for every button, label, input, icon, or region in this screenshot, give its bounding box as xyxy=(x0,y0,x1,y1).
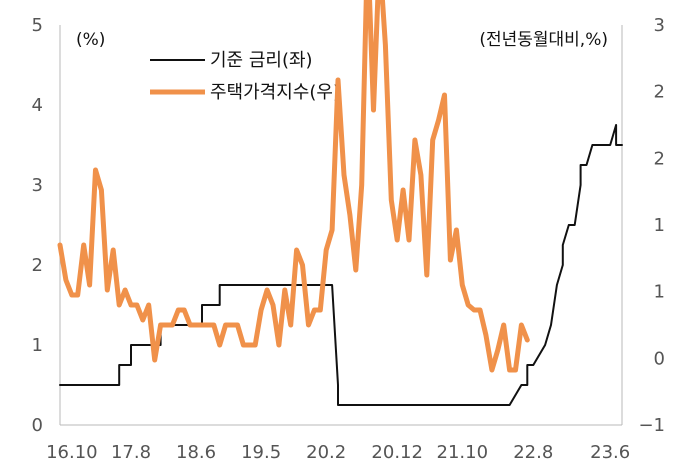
right-axis-tick-label: 2 xyxy=(654,82,665,103)
right-axis-tick-label: 2 xyxy=(654,148,665,169)
x-axis-tick-label: 23.6 xyxy=(590,442,630,463)
x-axis-tick-label: 16.10 xyxy=(46,442,98,463)
left-axis-tick-label: 0 xyxy=(32,415,43,436)
x-axis-ticks: 16.10 17.8 18.6 19.5 20.2 20.12 21.10 22.8 23.6 xyxy=(46,442,630,463)
left-axis-ticks: 0 1 2 3 4 5 xyxy=(32,15,43,436)
legend: 기준 금리(좌) 주택가격지수(우) xyxy=(150,50,340,103)
right-axis-unit: (전년동월대비,%) xyxy=(479,30,608,50)
right-axis-tick-label: 1 xyxy=(654,215,665,236)
right-axis-tick-label: 3 xyxy=(654,15,665,36)
legend-label-house-price: 주택가격지수(우) xyxy=(210,82,340,103)
legend-label-base-rate: 기준 금리(좌) xyxy=(210,50,313,71)
series-line-house-price xyxy=(57,0,530,373)
right-axis-tick-label: 1 xyxy=(654,282,665,303)
left-axis-tick-label: 4 xyxy=(32,95,43,116)
x-axis-tick-label: 19.5 xyxy=(241,442,281,463)
x-axis-tick-label: 22.8 xyxy=(513,442,553,463)
series-layer xyxy=(57,0,623,406)
x-axis-tick-label: 17.8 xyxy=(111,442,151,463)
right-axis-tick-label: 0 xyxy=(654,348,665,369)
left-axis-tick-label: 3 xyxy=(32,175,43,196)
left-axis-unit: (%) xyxy=(76,30,105,50)
axes xyxy=(59,25,623,426)
left-axis-tick-label: 5 xyxy=(32,15,43,36)
x-axis-tick-label: 18.6 xyxy=(176,442,216,463)
x-axis-tick-label: 20.12 xyxy=(371,442,423,463)
x-axis-tick-label: 21.10 xyxy=(437,442,489,463)
x-axis-tick-label: 20.2 xyxy=(306,442,346,463)
left-axis-tick-label: 2 xyxy=(32,255,43,276)
left-axis-tick-label: 1 xyxy=(32,335,43,356)
right-axis-ticks: −1 0 1 1 2 2 3 xyxy=(638,15,665,436)
right-axis-tick-label: −1 xyxy=(638,415,665,436)
